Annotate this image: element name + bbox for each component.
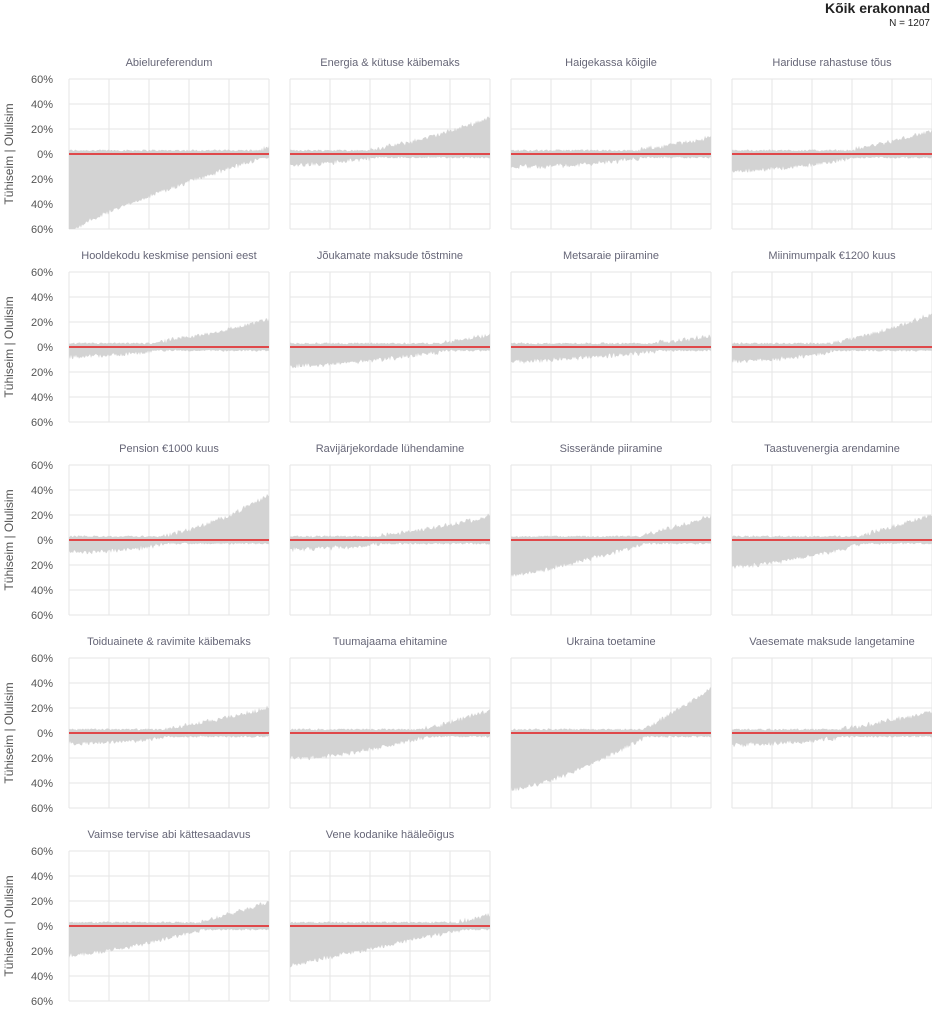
y-tick-label: 60% [31,74,53,86]
y-tick-label: 20% [31,174,53,186]
distribution-area [732,128,932,173]
y-tick-label: 60% [31,460,53,472]
y-axis-label: Tühiseim | Olulisim [2,296,16,397]
distribution-area [732,313,932,364]
panel: Hooldekodu keskmise pensioni eest 60% 40% 2… [2,250,270,429]
distribution-area [511,135,711,170]
y-tick-label: 40% [31,971,53,983]
y-tick-label: 20% [31,753,53,765]
y-tick-label: 40% [31,485,53,497]
y-tick-label: 40% [31,292,53,304]
distribution-area [290,116,490,167]
distribution-area [511,513,711,578]
panel: Pension €1000 kuus 60% 40% 20% 0% 20% 40% 60% Tü… [2,443,270,622]
y-tick-label: 0% [37,535,53,547]
panel-title: Jõukamate maksude tõstmine [317,250,463,262]
y-tick-label: 60% [31,653,53,665]
chart-title: Kõik erakonnad [824,0,930,16]
distribution-area [511,687,711,792]
panel: Vene kodanike hääleõigus [289,829,491,1002]
y-tick-label: 40% [31,99,53,111]
y-tick-label: 20% [31,124,53,136]
y-tick-label: 60% [31,610,53,622]
y-axis-label: Tühiseim | Olulisim [2,682,16,783]
y-tick-label: 40% [31,585,53,597]
panel-title: Hooldekodu keskmise pensioni eest [81,250,257,262]
y-tick-label: 20% [31,703,53,715]
panel: Miinimumpalk €1200 kuus [731,250,932,423]
distribution-area [732,514,932,569]
panel: Sisserände piiramine [510,443,712,616]
distribution-area [69,145,269,229]
y-tick-label: 40% [31,871,53,883]
distribution-area [69,901,269,958]
y-tick-label: 60% [31,417,53,429]
panel: Haigekassa kõigile [510,57,712,230]
panel: Jõukamate maksude tõstmine [289,250,491,423]
y-tick-label: 0% [37,342,53,354]
panel: Vaimse tervise abi kättesaadavus 60% 40% 20… [2,829,270,1008]
y-tick-label: 0% [37,728,53,740]
panel-title: Ravijärjekordade lühendamine [316,443,465,455]
y-axis-label: Tühiseim | Olulisim [2,103,16,204]
panel: Taastuvenergia arendamine [731,443,932,616]
y-tick-label: 20% [31,317,53,329]
y-tick-label: 60% [31,996,53,1008]
distribution-area [511,334,711,364]
panel-title: Haigekassa kõigile [565,57,657,69]
panel-title: Vene kodanike hääleõigus [326,829,455,841]
distribution-area [69,318,269,360]
panel-title: Miinimumpalk €1200 kuus [768,250,896,262]
distribution-area [290,513,490,553]
panel-title: Pension €1000 kuus [119,443,219,455]
panel-title: Energia & kütuse käibemaks [320,57,460,69]
y-tick-label: 20% [31,510,53,522]
y-tick-label: 60% [31,224,53,236]
distribution-area [290,709,490,761]
y-axis-label: Tühiseim | Olulisim [2,489,16,590]
y-tick-label: 60% [31,846,53,858]
panel-title: Tuumajaama ehitamine [333,636,448,648]
y-tick-label: 40% [31,678,53,690]
distribution-area [69,494,269,555]
y-tick-label: 40% [31,392,53,404]
panel: Toiduainete & ravimite käibemaks 60% 40% 20… [2,636,270,815]
y-tick-label: 40% [31,199,53,211]
distribution-area [290,333,490,369]
panel-title: Vaimse tervise abi kättesaadavus [87,829,251,841]
distribution-area [69,705,269,746]
y-tick-label: 60% [31,803,53,815]
y-tick-label: 20% [31,896,53,908]
y-tick-label: 20% [31,367,53,379]
panel-title: Vaesemate maksude langetamine [749,636,915,648]
y-axis-label: Tühiseim | Olulisim [2,875,16,976]
panel: Ukraina toetamine [510,636,712,809]
panel: Tuumajaama ehitamine [289,636,491,809]
panel: Ravijärjekordade lühendamine [289,443,491,616]
panel: Hariduse rahastuse tõus [731,57,932,230]
panel-title: Ukraina toetamine [566,636,655,648]
sample-size-label: N = 1207 [889,18,930,29]
distribution-area [290,913,490,968]
y-tick-label: 0% [37,921,53,933]
y-tick-label: 60% [31,267,53,279]
panel-title: Sisserände piiramine [560,443,663,455]
y-tick-label: 20% [31,946,53,958]
panel-title: Abielureferendum [126,57,213,69]
panel: Energia & kütuse käibemaks [289,57,491,230]
distribution-area [732,711,932,748]
panel: Abielureferendum 60% 40% 20% 0% 20% 40% 60% Tühi… [2,57,270,236]
panel: Metsaraie piiramine [510,250,712,423]
y-tick-label: 40% [31,778,53,790]
y-tick-label: 0% [37,149,53,161]
panel-title: Taastuvenergia arendamine [764,443,900,455]
panel-title: Metsaraie piiramine [563,250,659,262]
panel: Vaesemate maksude langetamine [731,636,932,809]
y-tick-label: 20% [31,560,53,572]
panel-title: Hariduse rahastuse tõus [772,57,892,69]
panel-title: Toiduainete & ravimite käibemaks [87,636,251,648]
